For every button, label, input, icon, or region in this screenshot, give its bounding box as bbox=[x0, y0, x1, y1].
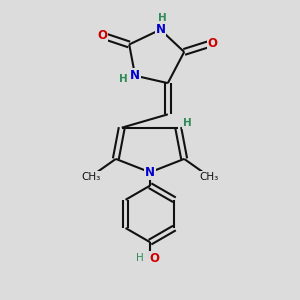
Text: O: O bbox=[207, 37, 218, 50]
Text: N: N bbox=[155, 23, 165, 36]
Text: O: O bbox=[98, 29, 107, 42]
Text: H: H bbox=[136, 254, 143, 263]
Text: H: H bbox=[183, 118, 191, 128]
Text: H: H bbox=[158, 13, 166, 23]
Text: N: N bbox=[130, 69, 140, 82]
Text: O: O bbox=[149, 252, 160, 265]
Text: CH₃: CH₃ bbox=[79, 172, 99, 182]
Text: N: N bbox=[145, 166, 155, 179]
Text: H: H bbox=[119, 74, 128, 84]
Text: CH₃: CH₃ bbox=[81, 172, 100, 182]
Text: CH₃: CH₃ bbox=[200, 172, 219, 182]
